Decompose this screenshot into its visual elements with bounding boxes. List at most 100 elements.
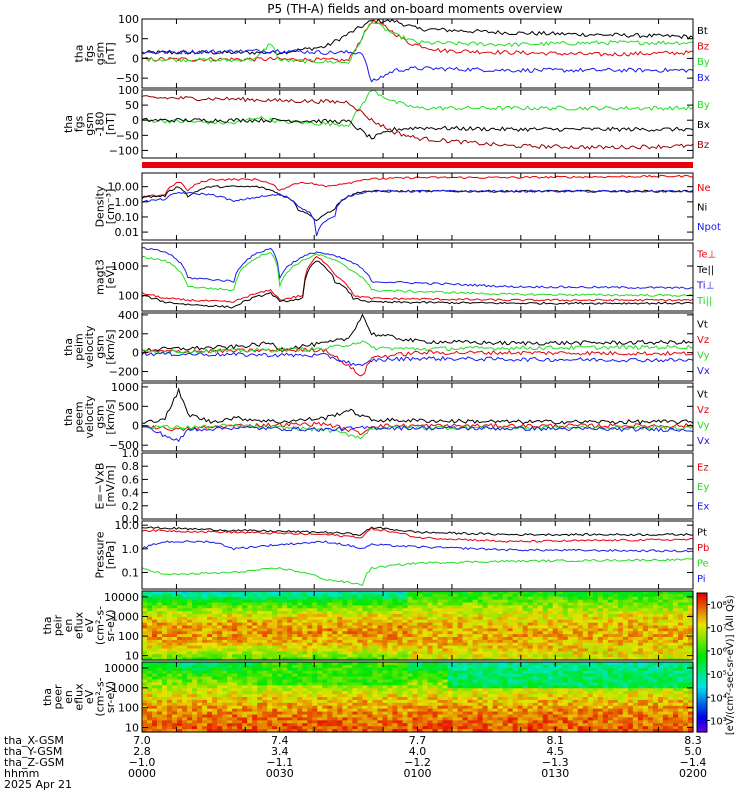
spectrogram-cell	[212, 662, 218, 666]
spectrogram-cell	[247, 614, 253, 618]
spectrogram-cell	[422, 679, 429, 684]
spectrogram-cell	[572, 651, 579, 655]
spectrogram-cell	[162, 708, 168, 713]
spectrogram-cell	[447, 717, 454, 721]
spectrogram-cell	[492, 657, 499, 661]
spectrogram-cell	[522, 670, 529, 675]
spectrogram-cell	[182, 648, 188, 652]
spectrogram-cell	[337, 697, 343, 701]
spectrogram-cell	[267, 723, 273, 727]
spectrogram-cell	[177, 616, 183, 621]
spectrogram-cell	[217, 611, 223, 615]
spectrogram-cell	[512, 591, 519, 595]
spectrogram-cell	[272, 717, 278, 721]
spectrogram-cell	[677, 593, 684, 598]
spectrogram-cell	[262, 705, 268, 710]
spectrogram-cell	[332, 729, 338, 733]
spectrogram-cell	[292, 591, 298, 595]
spectrogram-cell	[387, 631, 394, 635]
spectrogram-cell	[542, 593, 549, 598]
spectrogram-cell	[397, 705, 404, 710]
spectrogram-cell	[152, 628, 158, 632]
spectrogram-cell	[302, 676, 308, 681]
spectrogram-cell	[377, 645, 384, 650]
spectrogram-cell	[637, 622, 644, 627]
spectrogram-cell	[287, 729, 293, 733]
spectrogram-cell	[442, 688, 449, 692]
spectrogram-cell	[292, 711, 298, 716]
spectrogram-cell	[352, 628, 358, 632]
spectrogram-cell	[302, 611, 308, 615]
spectrogram-cell	[382, 651, 389, 655]
spectrogram-cell	[347, 691, 353, 695]
spectrogram-cell	[362, 729, 369, 733]
spectrogram-cell	[322, 673, 328, 678]
spectrogram-cell	[392, 705, 399, 710]
spectrogram-cell	[412, 702, 419, 707]
spectrogram-cell	[532, 697, 539, 701]
spectrogram-cell	[237, 664, 243, 669]
spectrogram-cell	[617, 591, 624, 595]
spectrogram-cell	[672, 639, 679, 644]
spectrogram-cell	[682, 651, 689, 655]
spectrogram-cell	[457, 682, 464, 686]
spectrogram-cell	[402, 694, 409, 698]
spectrogram-cell	[437, 697, 444, 701]
spectrogram-cell	[517, 614, 524, 618]
spectrogram-cell	[422, 720, 429, 724]
spectrogram-cell	[212, 697, 218, 701]
spectrogram-cell	[167, 608, 173, 612]
spectrogram-cell	[337, 694, 343, 698]
y-tick-label: 10000	[104, 591, 139, 604]
spectrogram-cell	[422, 717, 429, 721]
spectrogram-cell	[232, 625, 238, 629]
spectrogram-cell	[522, 625, 529, 629]
spectrogram-cell	[247, 631, 253, 635]
spectrogram-cell	[247, 639, 253, 644]
spectrogram-cell	[212, 717, 218, 721]
spectrogram-cell	[332, 605, 338, 609]
spectrogram-cell	[517, 688, 524, 692]
spectrogram-cell	[487, 591, 494, 595]
spectrogram-cell	[207, 599, 213, 604]
spectrogram-cell	[142, 723, 148, 727]
spectrogram-cell	[387, 679, 394, 684]
spectrogram-cell	[522, 697, 529, 701]
spectrogram-cell	[617, 611, 624, 615]
spectrogram-cell	[492, 608, 499, 612]
spectrogram-cell	[477, 657, 484, 661]
spectrogram-cell	[227, 651, 233, 655]
spectrogram-cell	[197, 639, 203, 644]
spectrogram-cell	[427, 619, 434, 624]
spectrogram-cell	[392, 657, 399, 661]
spectrogram-cell	[157, 720, 163, 724]
spectrogram-cell	[537, 593, 544, 598]
spectrogram-cell	[202, 717, 208, 721]
spectrogram-cell	[392, 651, 399, 655]
spectrogram-cell	[157, 676, 163, 681]
spectrogram-cell	[527, 639, 534, 644]
spectrogram-cell	[282, 614, 288, 618]
spectrogram-cell	[182, 697, 188, 701]
spectrogram-cell	[622, 651, 629, 655]
spectrogram-cell	[562, 599, 569, 604]
spectrogram-cell	[407, 691, 414, 695]
spectrogram-cell	[482, 682, 489, 686]
spectrogram-cell	[227, 679, 233, 684]
spectrogram-cell	[327, 628, 333, 632]
spectrogram-cell	[677, 654, 684, 658]
spectrogram-cell	[222, 622, 228, 627]
spectrogram-cell	[142, 625, 148, 629]
spectrogram-cell	[482, 670, 489, 675]
spectrogram-cell	[607, 657, 614, 661]
spectrogram-cell	[357, 685, 363, 689]
spectrogram-cell	[307, 729, 313, 733]
spectrogram-cell	[367, 699, 374, 704]
spectrogram-cell	[622, 654, 629, 658]
spectrogram-cell	[667, 599, 674, 604]
spectrogram-cell	[437, 705, 444, 710]
spectrogram-cell	[632, 593, 639, 598]
spectrogram-cell	[307, 682, 313, 686]
y-axis-label: gsm	[94, 335, 107, 358]
spectrogram-cell	[442, 711, 449, 716]
